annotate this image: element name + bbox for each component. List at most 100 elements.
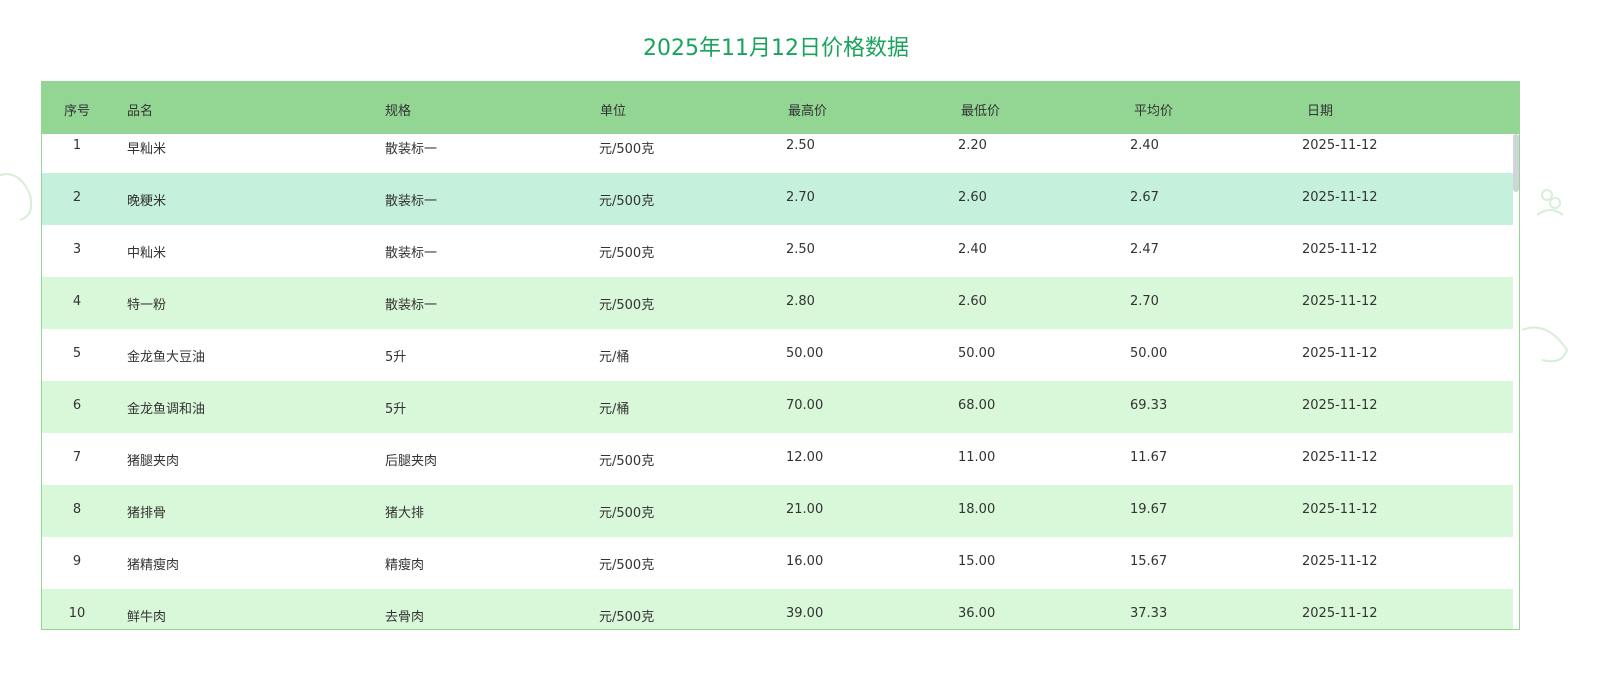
table-cell: 2025-11-12 [1302, 398, 1378, 413]
table-cell: 中籼米 [127, 246, 167, 261]
table-cell: 元/500克 [599, 454, 655, 469]
table-cell: 2025-11-12 [1302, 242, 1378, 257]
table-row[interactable]: 7 猪腿夹肉 后腿夹肉 元/500克 12.00 11.00 11.67 2025-11-12 [42, 433, 1515, 485]
table-row[interactable]: 6 金龙鱼调和油 5升 元/桶 70.00 68.00 69.33 2025-11-12 [42, 381, 1515, 433]
table-cell: 36.00 [958, 606, 996, 621]
table-cell: 6 [72, 398, 82, 413]
table-cell: 猪排骨 [127, 506, 167, 521]
table-row[interactable]: 8 猪排骨 猪大排 元/500克 21.00 18.00 19.67 2025-11-12 [42, 485, 1515, 537]
column-header: 平均价 [1134, 104, 1174, 119]
table-cell: 元/桶 [599, 402, 630, 417]
table-cell: 15.00 [958, 554, 996, 569]
table-row[interactable]: 5 金龙鱼大豆油 5升 元/桶 50.00 50.00 50.00 2025-11-12 [42, 329, 1515, 381]
table-row[interactable]: 1 早籼米 散装标一 元/500克 2.50 2.20 2.40 2025-11-12 [42, 134, 1515, 173]
table-cell: 精瘦肉 [385, 558, 425, 573]
table-row[interactable]: 4 特一粉 散装标一 元/500克 2.80 2.60 2.70 2025-11-12 [42, 277, 1515, 329]
table-cell: 2.70 [1130, 294, 1159, 309]
table-cell: 2025-11-12 [1302, 346, 1378, 361]
column-header: 最低价 [961, 104, 1001, 119]
table-cell: 50.00 [1130, 346, 1168, 361]
table-cell: 5 [72, 346, 82, 361]
table-cell: 2.60 [958, 294, 987, 309]
table-cell: 早籼米 [127, 142, 167, 157]
table-cell: 2025-11-12 [1302, 606, 1378, 621]
table-cell: 5升 [385, 350, 407, 365]
column-header: 品名 [127, 104, 154, 119]
table-cell: 19.67 [1130, 502, 1168, 517]
table-body[interactable]: 1 早籼米 散装标一 元/500克 2.50 2.20 2.40 2025-11-12 2 晚粳米… [42, 134, 1515, 629]
table-cell: 4 [72, 294, 82, 309]
table-cell: 猪腿夹肉 [127, 454, 180, 469]
vegetable-decoration-icon [1522, 326, 1569, 363]
table-cell: 2025-11-12 [1302, 554, 1378, 569]
vegetable-decoration-icon [1536, 189, 1564, 216]
table-cell: 15.67 [1130, 554, 1168, 569]
table-cell: 散装标一 [385, 142, 438, 157]
table-cell: 39.00 [786, 606, 824, 621]
table-cell: 2.50 [786, 242, 815, 257]
table-cell: 金龙鱼调和油 [127, 402, 206, 417]
table-cell: 11.67 [1130, 450, 1168, 465]
table-cell: 后腿夹肉 [385, 454, 438, 469]
table-cell: 2025-11-12 [1302, 138, 1378, 153]
table-cell: 2.40 [1130, 138, 1159, 153]
table-cell: 5升 [385, 402, 407, 417]
table-cell: 68.00 [958, 398, 996, 413]
table-cell: 2025-11-12 [1302, 502, 1378, 517]
table-cell: 2025-11-12 [1302, 294, 1378, 309]
table-cell: 2.70 [786, 190, 815, 205]
table-cell: 2.20 [958, 138, 987, 153]
table-cell: 21.00 [786, 502, 824, 517]
table-cell: 50.00 [958, 346, 996, 361]
table-cell: 散装标一 [385, 298, 438, 313]
table-cell: 37.33 [1130, 606, 1168, 621]
table-cell: 特一粉 [127, 298, 167, 313]
table-cell: 12.00 [786, 450, 824, 465]
table-cell: 元/500克 [599, 194, 655, 209]
table-cell: 鲜牛肉 [127, 610, 167, 625]
table-cell: 猪精瘦肉 [127, 558, 180, 573]
table-cell: 元/500克 [599, 298, 655, 313]
table-row[interactable]: 9 猪精瘦肉 精瘦肉 元/500克 16.00 15.00 15.67 2025-11-12 [42, 537, 1515, 589]
table-cell: 去骨肉 [385, 610, 425, 625]
table-cell: 金龙鱼大豆油 [127, 350, 206, 365]
table-cell: 8 [72, 502, 82, 517]
table-cell: 散装标一 [385, 246, 438, 261]
table-cell: 10 [68, 606, 86, 621]
scrollbar-thumb[interactable] [1513, 134, 1519, 192]
page-title: 2025年11月12日价格数据 [643, 36, 909, 61]
table-row[interactable]: 3 中籼米 散装标一 元/500克 2.50 2.40 2.47 2025-11-12 [42, 225, 1515, 277]
table-cell: 7 [72, 450, 82, 465]
table-cell: 散装标一 [385, 194, 438, 209]
table-cell: 16.00 [786, 554, 824, 569]
column-header: 最高价 [788, 104, 828, 119]
vegetable-decoration-icon [0, 173, 33, 221]
column-header: 日期 [1307, 104, 1334, 119]
table-header: 序号 品名 规格 单位 最高价 最低价 平均价 日期 [42, 82, 1519, 134]
table-row[interactable]: 2 晚粳米 散装标一 元/500克 2.70 2.60 2.67 2025-11-12 [42, 173, 1515, 225]
table-cell: 2.47 [1130, 242, 1159, 257]
table-cell: 2.60 [958, 190, 987, 205]
table-cell: 2025-11-12 [1302, 450, 1378, 465]
table-cell: 70.00 [786, 398, 824, 413]
table-cell: 2 [72, 190, 82, 205]
table-cell: 元/500克 [599, 246, 655, 261]
column-header: 规格 [385, 104, 412, 119]
table-cell: 元/500克 [599, 506, 655, 521]
table-cell: 11.00 [958, 450, 996, 465]
table-cell: 18.00 [958, 502, 996, 517]
table-cell: 元/桶 [599, 350, 630, 365]
table-cell: 2.50 [786, 138, 815, 153]
column-header: 序号 [63, 104, 90, 119]
table-cell: 2.67 [1130, 190, 1159, 205]
price-table: 序号 品名 规格 单位 最高价 最低价 平均价 日期 1 早籼米 散装标一 元/500克 2.50 2.… [41, 81, 1520, 630]
table-cell: 2.80 [786, 294, 815, 309]
table-cell: 2025-11-12 [1302, 190, 1378, 205]
table-cell: 1 [72, 138, 82, 153]
scrollbar[interactable] [1513, 134, 1519, 629]
table-cell: 元/500克 [599, 610, 655, 625]
table-cell: 猪大排 [385, 506, 425, 521]
table-row[interactable]: 10 鲜牛肉 去骨肉 元/500克 39.00 36.00 37.33 2025-11-12 [42, 589, 1515, 629]
table-cell: 元/500克 [599, 558, 655, 573]
table-cell: 9 [72, 554, 82, 569]
